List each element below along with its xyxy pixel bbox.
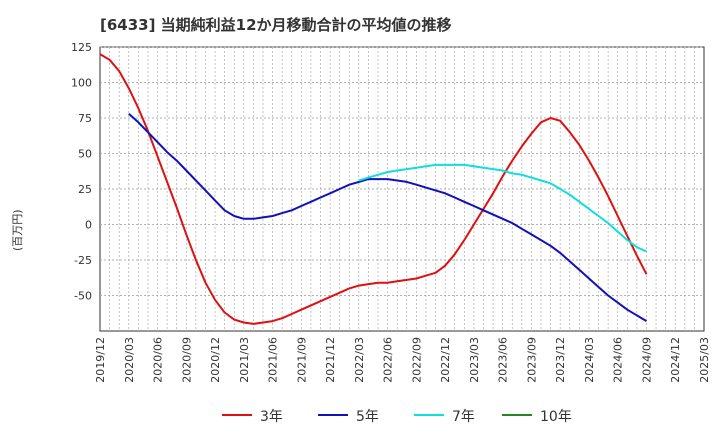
x-tick-label: 2023/06 [497,337,510,383]
series-line-3 [358,163,647,253]
x-tick-label: 2020/12 [209,337,222,383]
x-tick-label: 2023/12 [554,337,567,383]
y-tick-label: 100 [71,77,92,90]
legend-swatch [414,414,444,416]
line-chart: 125 100 75 50 25 0 -25 -50 2019/12 2020/03 2020/06… [71,41,711,383]
y-tick-label: 25 [78,183,92,196]
x-tick-label: 2020/06 [152,337,165,383]
y-tick-label: 50 [78,148,92,161]
y-tick-label: -25 [74,254,92,267]
legend-swatch [318,414,348,416]
x-tick-label: 2020/03 [123,337,136,383]
legend-swatch [222,414,252,416]
y-tick-label: 75 [78,112,92,125]
y-tick-label: 125 [71,41,92,54]
x-tick-label: 2022/03 [353,337,366,383]
x-tick-label: 2024/12 [669,337,682,383]
legend: 3年 5年 7年 10年 [0,404,720,426]
x-tick-label: 2025/03 [698,337,711,383]
legend-label: 10年 [540,409,572,425]
x-tick-label: 2021/06 [267,337,280,383]
legend-swatch [502,414,532,416]
series-line-2 [128,112,648,322]
x-tick-label: 2023/03 [468,337,481,383]
x-tick-label: 2020/09 [180,337,193,383]
x-tick-label: 2023/09 [525,337,538,383]
x-tick-label: 2022/06 [382,337,395,383]
legend-label: 7年 [452,409,475,425]
x-tick-label: 2019/12 [94,337,107,383]
legend-label: 5年 [356,409,379,425]
x-tick-label: 2022/09 [410,337,423,383]
x-tick-label: 2024/09 [640,337,653,383]
chart-title: [6433] 当期純利益12か月移動合計の平均値の推移 [100,16,452,34]
x-tick-label: 2021/12 [324,337,337,383]
x-tick-label: 2024/06 [612,337,625,383]
y-tick-label: -50 [74,290,92,303]
y-tick-label: 0 [85,219,92,232]
x-tick-label: 2021/09 [295,337,308,383]
x-tick-label: 2024/03 [583,337,596,383]
x-tick-label: 2022/12 [439,337,452,383]
series-line-1 [99,53,648,325]
x-tick-label: 2021/03 [238,337,251,383]
legend-label: 3年 [260,409,283,425]
